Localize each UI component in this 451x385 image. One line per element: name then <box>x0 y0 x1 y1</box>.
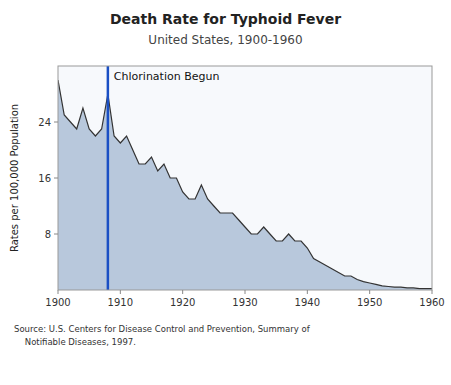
y-tick-label: 8 <box>45 229 51 240</box>
line <box>58 80 432 289</box>
x-tick <box>182 290 183 294</box>
plot-area <box>58 66 432 290</box>
source-note: Source: U.S. Centers for Disease Control… <box>14 324 311 334</box>
x-tick <box>432 290 433 294</box>
x-tick-label: 1920 <box>170 297 195 308</box>
subtitle: United States, 1900-1960 <box>148 33 302 47</box>
x-tick-label: 1940 <box>295 297 320 308</box>
x-tick-label: 1910 <box>108 297 133 308</box>
x-tick-label: 1930 <box>232 297 257 308</box>
x-tick <box>369 290 370 294</box>
x-tick <box>58 290 59 294</box>
x-tick <box>307 290 308 294</box>
y-axis-label: Rates per 100,000 Population <box>9 104 20 252</box>
x-tick <box>120 290 121 294</box>
marks <box>58 66 432 290</box>
annotation-line <box>107 66 110 290</box>
y-tick-label: 16 <box>38 173 51 184</box>
y-tick <box>54 178 58 179</box>
x-tick-label: 1950 <box>357 297 382 308</box>
title: Death Rate for Typhoid Fever <box>110 11 341 27</box>
x-tick-label: 1960 <box>419 297 444 308</box>
source-note: Notifiable Diseases, 1997. <box>14 337 136 347</box>
chart: Death Rate for Typhoid Fever United State… <box>0 0 451 385</box>
x-tick-label: 1900 <box>45 297 70 308</box>
plot-frame <box>58 66 432 290</box>
area <box>58 80 432 290</box>
y-tick <box>54 122 58 123</box>
y-tick <box>54 234 58 235</box>
annotation-label: Chlorination Begun <box>114 70 220 83</box>
y-tick-label: 24 <box>38 117 51 128</box>
x-tick <box>245 290 246 294</box>
